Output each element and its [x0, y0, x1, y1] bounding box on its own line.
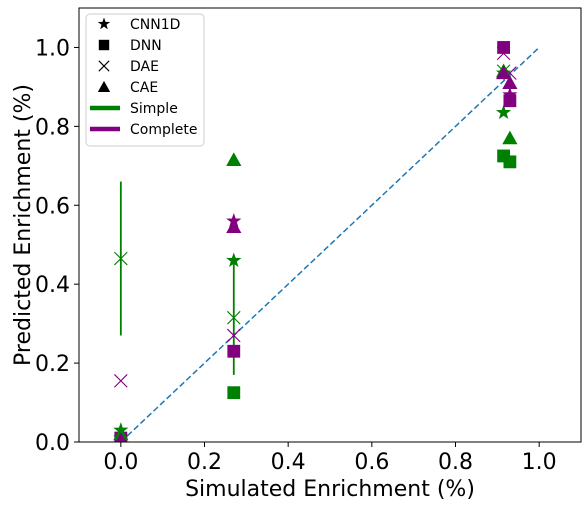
legend-marker-dnn: [98, 39, 110, 51]
point-dae-simple-1: [226, 310, 241, 325]
point-cae-complete-1: [226, 219, 242, 234]
point-dnn-complete-3: [503, 94, 517, 108]
x-axis-ticks: 0.0 0.2 0.4 0.6 0.8 1.0: [103, 442, 557, 475]
legend-label-cnn1d: CNN1D: [130, 17, 180, 33]
point-dnn-complete-2: [497, 41, 511, 54]
plot-frame: [78, 7, 582, 443]
point-dae-complete-2: [496, 46, 511, 61]
point-dae-complete-0: [114, 374, 128, 388]
point-cae-complete-2: [496, 65, 512, 80]
point-cae-simple-3: [502, 130, 518, 145]
legend: CNN1D DNN DAE CAE Simple Complete: [85, 13, 205, 147]
y-tick-label: 0.4: [35, 273, 70, 298]
legend-marker-cnn1d: [97, 17, 111, 30]
point-dnn-simple-1: [227, 386, 241, 400]
y-tick-label: 0.2: [35, 352, 70, 377]
legend-marker-cae: [97, 80, 111, 92]
x-tick-label: 0.4: [271, 450, 306, 475]
point-dae-simple-0: [114, 251, 128, 266]
point-cae-simple-1: [226, 152, 242, 166]
y-axis-label: Predicted Enrichment (%): [11, 84, 36, 366]
reference-line-layer: [120, 46, 540, 442]
legend-label-cae: CAE: [130, 80, 158, 96]
point-dnn-simple-3: [503, 155, 517, 169]
x-axis-label: Simulated Enrichment (%): [185, 477, 475, 502]
point-cnn1d-complete-2: [502, 86, 518, 102]
x-tick-label: 0.2: [187, 450, 222, 475]
legend-marker-dae: [98, 60, 110, 72]
legend-frame: [85, 13, 205, 147]
x-tick-label: 1.0: [522, 450, 557, 475]
legend-label-complete: Complete: [130, 122, 197, 138]
x-tick-label: 0.0: [103, 450, 138, 475]
legend-label-dnn: DNN: [130, 38, 162, 54]
legend-label-simple: Simple: [130, 101, 178, 117]
legend-label-dae: DAE: [130, 59, 159, 75]
y-tick-label: 0.8: [35, 115, 70, 140]
point-cae-complete-0: [115, 432, 127, 442]
point-cnn1d-simple-1: [226, 252, 242, 267]
point-cae-complete-3: [502, 75, 518, 90]
y-tick-label: 1.0: [35, 36, 70, 61]
x-tick-label: 0.6: [354, 450, 389, 475]
data-points-layer: [113, 41, 518, 442]
legend-items: CNN1D DNN DAE CAE Simple Complete: [90, 17, 197, 138]
point-dae-complete-1: [226, 328, 241, 343]
x-tick-label: 0.8: [438, 450, 473, 475]
point-cnn1d-simple-2: [496, 104, 512, 120]
reference-line-diagonal: [120, 46, 540, 442]
point-dnn-complete-1: [227, 344, 241, 358]
y-tick-label: 0.6: [35, 194, 70, 219]
y-axis-ticks: 0.0 0.2 0.4 0.6 0.8 1.0: [35, 36, 79, 456]
y-tick-label: 0.0: [35, 431, 70, 456]
